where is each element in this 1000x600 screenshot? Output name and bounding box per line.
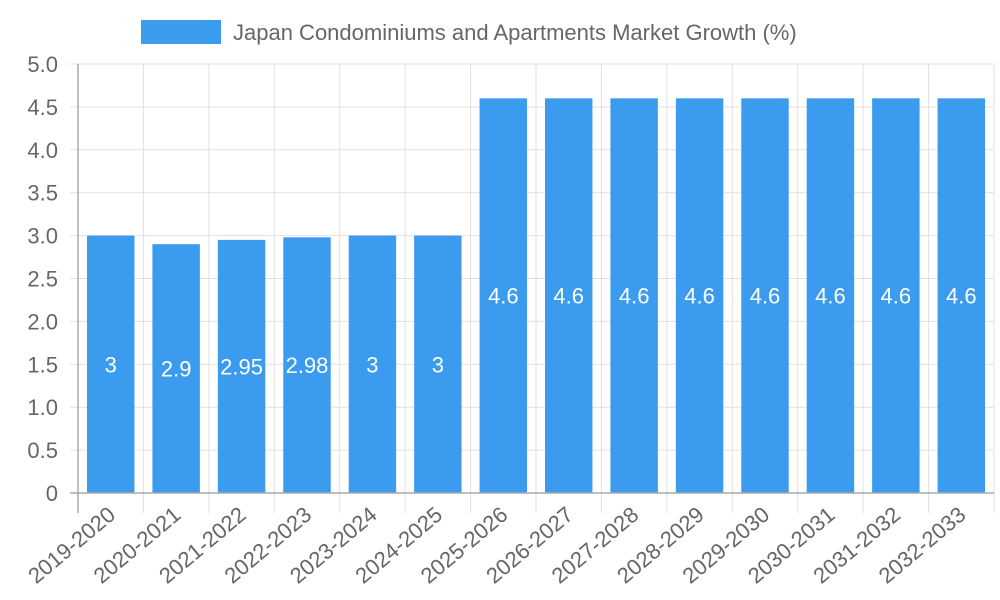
- bar-value-label: 4.6: [488, 284, 519, 309]
- bar-2025-2026[interactable]: 4.6: [479, 98, 527, 493]
- bar[interactable]: [152, 244, 200, 493]
- bar[interactable]: [414, 235, 462, 493]
- bar-value-label: 4.6: [553, 284, 584, 309]
- bar[interactable]: [610, 98, 658, 493]
- legend-label: Japan Condominiums and Apartments Market…: [233, 20, 797, 45]
- bar-value-label: 4.6: [946, 284, 977, 309]
- bar[interactable]: [741, 98, 789, 493]
- bar-2024-2025[interactable]: 3: [414, 235, 462, 493]
- bar-2031-2032[interactable]: 4.6: [872, 98, 920, 493]
- bar-value-label: 4.6: [619, 284, 650, 309]
- y-tick-label: 2.5: [27, 267, 58, 292]
- bar[interactable]: [545, 98, 593, 493]
- y-tick-label: 5.0: [27, 52, 58, 77]
- bar[interactable]: [479, 98, 527, 493]
- bar[interactable]: [872, 98, 920, 493]
- bar-value-label: 3: [366, 352, 378, 377]
- bar-2022-2023[interactable]: 2.98: [283, 237, 331, 493]
- axes: [70, 64, 994, 513]
- bar-value-label: 2.9: [161, 357, 192, 382]
- y-tick-label: 4.0: [27, 138, 58, 163]
- y-tick-label: 3.0: [27, 224, 58, 249]
- bar-2027-2028[interactable]: 4.6: [610, 98, 658, 493]
- bar-value-label: 4.6: [881, 284, 912, 309]
- legend-swatch: [141, 20, 221, 44]
- x-axis-ticks: 2019-20202020-20212021-20222022-20232023…: [23, 502, 970, 589]
- bar-2029-2030[interactable]: 4.6: [741, 98, 789, 493]
- y-tick-label: 0.5: [27, 438, 58, 463]
- bar[interactable]: [806, 98, 855, 493]
- bar-2028-2029[interactable]: 4.6: [675, 98, 724, 493]
- bar-value-label: 2.98: [286, 353, 329, 378]
- y-axis-ticks: 0 0.5 1.0 1.5 2.0 2.5 3.0 3.5 4.0 4.5 5.0: [27, 52, 58, 506]
- bar-2019-2020[interactable]: 3: [87, 235, 135, 493]
- y-tick-label: 1.5: [27, 352, 58, 377]
- bar[interactable]: [348, 235, 397, 493]
- bar-2032-2033[interactable]: 4.6: [937, 98, 985, 493]
- bar-value-label: 4.6: [684, 284, 715, 309]
- bar-2026-2027[interactable]: 4.6: [545, 98, 593, 493]
- grid-lines: [70, 63, 995, 513]
- y-tick-label: 1.0: [27, 395, 58, 420]
- bars: 3 2.9 2.95 2.98 3 3 4.6 4.6 4.6 4.6 4.6 4.6 4.6 4.6: [87, 98, 985, 493]
- bar[interactable]: [937, 98, 985, 493]
- chart-legend[interactable]: Japan Condominiums and Apartments Market…: [141, 20, 797, 45]
- bar[interactable]: [217, 239, 266, 493]
- bar[interactable]: [283, 237, 331, 493]
- y-tick-label: 3.5: [27, 181, 58, 206]
- bar-2023-2024[interactable]: 3: [348, 235, 397, 493]
- bar-2021-2022[interactable]: 2.95: [217, 239, 266, 493]
- bar-value-label: 4.6: [815, 284, 846, 309]
- y-tick-label: 0: [46, 481, 58, 506]
- bar-value-label: 3: [105, 352, 117, 377]
- y-tick-label: 4.5: [27, 95, 58, 120]
- bar-2030-2031[interactable]: 4.6: [806, 98, 855, 493]
- bar-value-label: 2.95: [220, 354, 263, 379]
- bar-value-label: 4.6: [750, 284, 781, 309]
- bar-value-label: 3: [432, 352, 444, 377]
- bar[interactable]: [87, 235, 135, 493]
- bar-2020-2021[interactable]: 2.9: [152, 244, 200, 493]
- bar[interactable]: [675, 98, 724, 493]
- y-tick-label: 2.0: [27, 309, 58, 334]
